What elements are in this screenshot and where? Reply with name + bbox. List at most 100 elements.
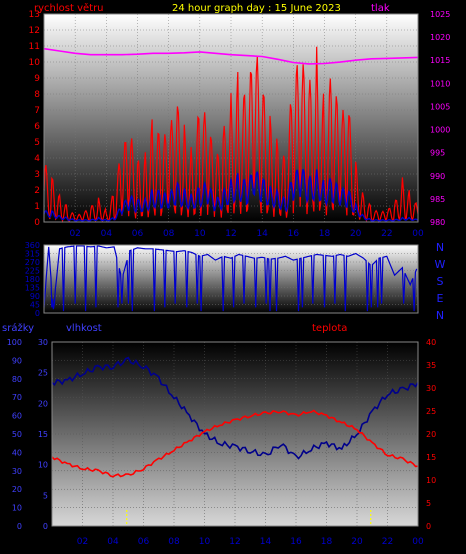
humidity-tick-label: 5 (43, 491, 48, 500)
wind-panel-frame (43, 13, 419, 223)
direction-tick-label: 45 (30, 301, 40, 310)
humidity-tick-label: 30 (38, 338, 48, 347)
wind-gust-line (43, 46, 419, 224)
time-tick-label: 00 (412, 537, 424, 547)
humidity-line (51, 356, 419, 460)
wind-direction-line (43, 245, 418, 312)
wind-tick-label: 2 (34, 186, 40, 196)
time-tick-label: 06 (132, 229, 144, 239)
wind-speed-label: rychlost větru (34, 2, 104, 14)
compass-label: S (437, 275, 444, 288)
pressure-tick-label: 1020 (430, 33, 450, 42)
pressure-label: tlak (371, 3, 390, 14)
rain-label: srážky (2, 322, 34, 334)
time-tick-label: 14 (256, 229, 268, 239)
rain-tick-label: 60 (12, 412, 22, 421)
direction-tick-label: 270 (25, 258, 40, 267)
humidity-tick-label: 20 (38, 399, 48, 408)
wind-tick-label: 7 (34, 106, 40, 116)
humidity-panel-frame (51, 341, 419, 527)
wind-tick-label: 12 (29, 26, 40, 36)
pressure-tick-label: 985 (430, 195, 445, 204)
wind-pressure-plot-area (44, 14, 418, 222)
temperature-label: teplota (312, 323, 347, 334)
direction-tick-label: 90 (30, 292, 40, 301)
temperature-line (51, 409, 419, 478)
rain-tick-label: 70 (12, 393, 22, 402)
time-tick-label: 02 (77, 537, 88, 547)
time-tick-label: 22 (381, 229, 392, 239)
time-tick-label: 12 (225, 229, 236, 239)
pressure-tick-label: 1015 (430, 56, 450, 65)
wind-tick-label: 9 (34, 74, 40, 84)
pressure-tick-label: 1010 (430, 79, 450, 88)
temperature-tick-label: 0 (426, 522, 431, 531)
rain-tick-label: 40 (12, 448, 22, 457)
rain-tick-label: 90 (12, 356, 22, 365)
time-tick-label: 02 (69, 229, 80, 239)
time-tick-label: 08 (163, 229, 175, 239)
temperature-tick-label: 10 (426, 476, 436, 485)
direction-panel-frame (43, 244, 419, 314)
time-tick-label: 20 (350, 229, 362, 239)
direction-tick-label: 180 (25, 275, 40, 284)
direction-tick-label: 225 (25, 267, 40, 276)
time-tick-label: 12 (229, 537, 240, 547)
wind-tick-label: 5 (34, 138, 40, 148)
time-tick-label: 20 (351, 537, 363, 547)
pressure-tick-label: 990 (430, 172, 445, 181)
compass-label: W (435, 258, 446, 271)
chart-title: 24 hour graph day : 15 June 2023 (172, 3, 341, 14)
rain-tick-label: 30 (12, 467, 22, 476)
pressure-tick-label: 1005 (430, 102, 450, 111)
compass-label: N (436, 309, 444, 322)
wind-average-line (43, 169, 419, 222)
rain-tick-label: 0 (17, 522, 22, 531)
humidity-tick-label: 0 (43, 522, 48, 531)
time-tick-label: 16 (290, 537, 302, 547)
time-tick-label: 04 (101, 229, 113, 239)
wind-tick-label: 1 (34, 202, 40, 212)
direction-tick-label: 135 (25, 284, 40, 293)
pressure-tick-label: 995 (430, 149, 445, 158)
temperature-tick-label: 25 (426, 407, 436, 416)
time-tick-label: 06 (138, 537, 150, 547)
wind-tick-label: 4 (34, 154, 40, 164)
direction-tick-label: 0 (35, 309, 40, 318)
compass-label: E (437, 292, 444, 305)
temperature-tick-label: 20 (426, 430, 436, 439)
wind-tick-label: 6 (34, 122, 40, 132)
temperature-tick-label: 5 (426, 499, 431, 508)
temperature-tick-label: 30 (426, 384, 436, 393)
temperature-tick-label: 15 (426, 453, 436, 462)
pressure-tick-label: 980 (430, 218, 445, 227)
time-tick-label: 16 (288, 229, 300, 239)
time-tick-label: 08 (168, 537, 180, 547)
rain-tick-label: 80 (12, 375, 22, 384)
pressure-tick-label: 1025 (430, 10, 450, 19)
pressure-tick-label: 1000 (430, 126, 450, 135)
humidity-tick-label: 10 (38, 461, 48, 470)
temperature-tick-label: 40 (426, 338, 436, 347)
wind-tick-label: 8 (34, 90, 40, 100)
humidity-label: vlhkost (66, 323, 102, 334)
wind-tick-label: 13 (29, 10, 40, 20)
time-tick-label: 22 (382, 537, 393, 547)
time-tick-label: 00 (412, 229, 424, 239)
wind-tick-label: 11 (29, 42, 40, 52)
time-tick-label: 14 (260, 537, 272, 547)
humidity-tick-label: 15 (38, 430, 48, 439)
rain-tick-label: 10 (12, 504, 22, 513)
rain-tick-label: 20 (12, 485, 22, 494)
time-tick-label: 18 (321, 537, 333, 547)
humidity-tick-label: 25 (38, 369, 48, 378)
pressure-line (43, 47, 419, 65)
time-tick-label: 04 (107, 537, 119, 547)
rain-tick-label: 100 (7, 338, 22, 347)
direction-tick-label: 315 (25, 250, 40, 259)
wind-tick-label: 10 (29, 58, 41, 68)
wind-tick-label: 0 (34, 218, 40, 228)
time-tick-label: 10 (194, 229, 206, 239)
